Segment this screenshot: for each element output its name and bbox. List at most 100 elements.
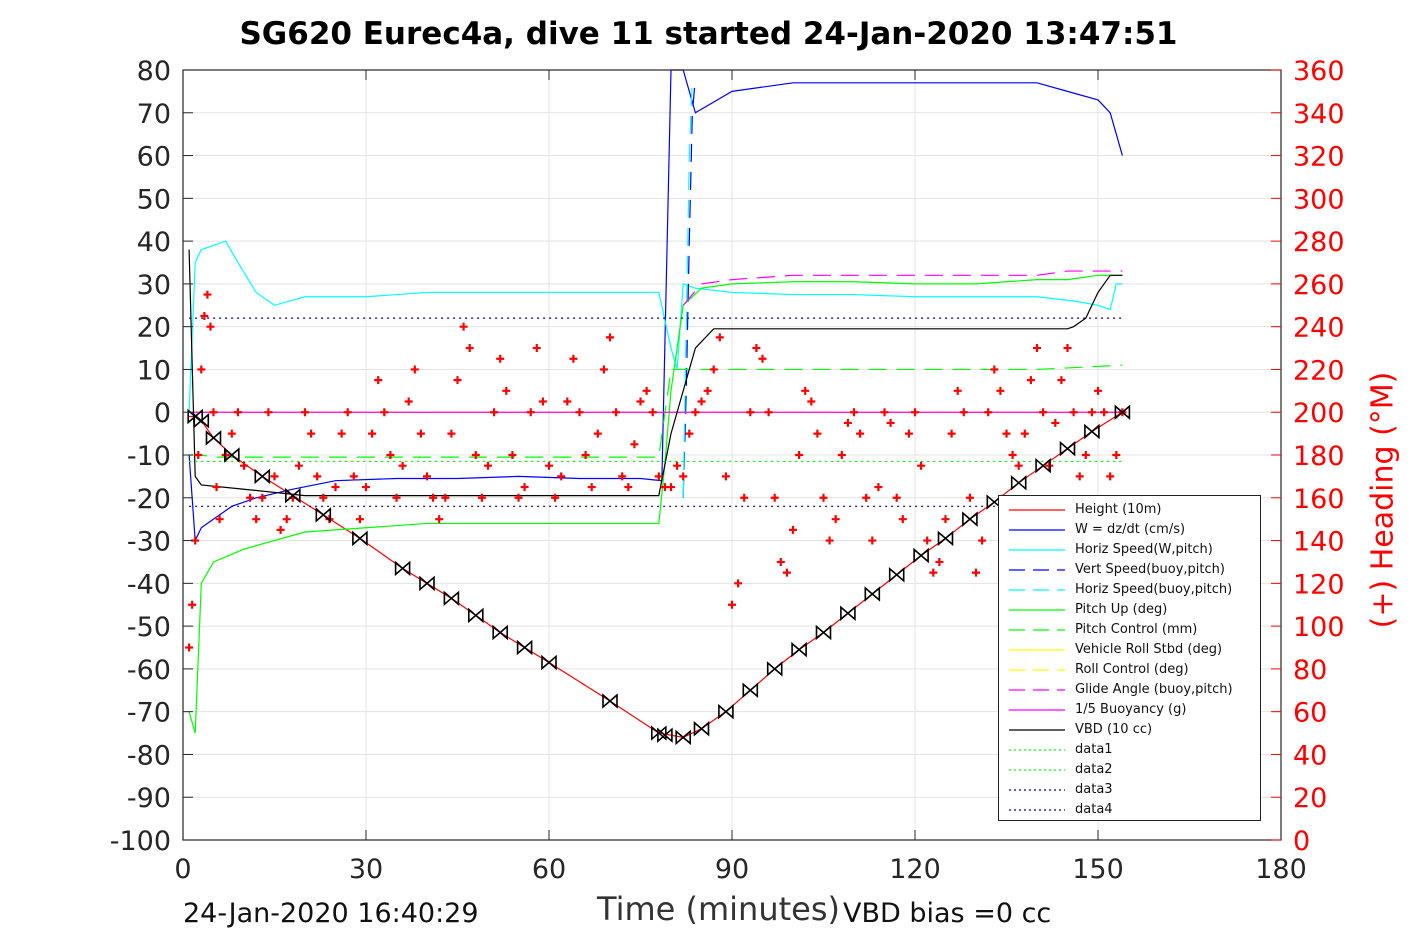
legend-swatch bbox=[1009, 589, 1065, 591]
depth-marker bbox=[1084, 423, 1100, 440]
heading-point bbox=[752, 344, 761, 353]
depth-marker bbox=[492, 624, 508, 641]
heading-point bbox=[892, 493, 901, 502]
legend-swatch bbox=[1009, 729, 1065, 731]
heading-point bbox=[1033, 344, 1041, 353]
heading-point bbox=[1063, 344, 1072, 353]
heading-point bbox=[911, 408, 919, 417]
heading-point bbox=[301, 408, 309, 417]
heading-point bbox=[392, 493, 401, 502]
heading-point bbox=[258, 493, 267, 502]
heading-point bbox=[532, 344, 541, 353]
heading-point bbox=[1106, 472, 1115, 481]
legend-label: Glide Angle (buoy,pitch) bbox=[1075, 682, 1233, 697]
depth-marker bbox=[815, 624, 832, 641]
legend-label: Horiz Speed(W,pitch) bbox=[1075, 542, 1213, 557]
depth-marker bbox=[651, 725, 667, 741]
legend-label: Height (10m) bbox=[1075, 502, 1162, 517]
series-line-2 bbox=[188, 69, 1123, 543]
y-tick-label: 60 bbox=[137, 142, 171, 173]
legend-label: data2 bbox=[1075, 762, 1113, 777]
heading-point bbox=[508, 451, 517, 459]
heading-point bbox=[850, 408, 858, 417]
heading-point bbox=[319, 493, 328, 502]
depth-marker bbox=[693, 721, 710, 737]
legend-swatch bbox=[1009, 549, 1065, 551]
heading-point bbox=[362, 483, 370, 492]
x-tick-label: 180 bbox=[1255, 854, 1307, 885]
heading-point bbox=[398, 461, 407, 470]
legend-item: Vehicle Roll Stbd (deg) bbox=[999, 640, 1260, 660]
x-tick-label: 150 bbox=[1072, 854, 1124, 885]
heading-point bbox=[276, 525, 285, 534]
heading-point bbox=[825, 536, 834, 545]
heading-point bbox=[200, 311, 209, 320]
depth-marker bbox=[315, 507, 332, 523]
heading-point bbox=[728, 600, 736, 609]
y2-tick-label: 80 bbox=[1293, 655, 1327, 686]
depth-marker bbox=[468, 607, 484, 624]
heading-point bbox=[770, 493, 779, 502]
legend-label: Pitch Control (mm) bbox=[1075, 622, 1198, 637]
heading-point bbox=[465, 344, 474, 353]
depth-marker bbox=[675, 729, 691, 746]
heading-point bbox=[599, 365, 608, 374]
legend-item: Height (10m) bbox=[999, 500, 1260, 520]
legend-item: VBD (10 cc) bbox=[999, 720, 1260, 740]
legend-swatch bbox=[1009, 689, 1065, 691]
depth-marker bbox=[718, 703, 734, 720]
heading-point bbox=[856, 429, 865, 438]
depth-marker bbox=[864, 586, 881, 602]
heading-point bbox=[721, 472, 730, 481]
heading-point bbox=[941, 515, 950, 524]
heading-point bbox=[212, 483, 221, 492]
heading-point bbox=[691, 408, 700, 417]
heading-point bbox=[1014, 461, 1023, 470]
y2-tick-label: 360 bbox=[1293, 56, 1345, 87]
y-tick-label: -80 bbox=[127, 740, 171, 771]
heading-point bbox=[764, 408, 773, 417]
x-axis-label: Time (minutes) bbox=[597, 890, 840, 928]
heading-point bbox=[972, 568, 980, 577]
heading-point bbox=[368, 429, 377, 438]
depth-marker bbox=[224, 447, 240, 463]
depth-marker bbox=[602, 693, 618, 709]
legend-item: 1/5 Buoyancy (g) bbox=[999, 700, 1260, 720]
y-tick-label: 0 bbox=[154, 398, 171, 429]
depth-marker bbox=[541, 654, 557, 671]
heading-point bbox=[801, 386, 810, 395]
x-tick-label: 120 bbox=[889, 854, 941, 885]
depth-marker bbox=[516, 639, 533, 656]
heading-point bbox=[355, 515, 364, 524]
legend-swatch bbox=[1009, 569, 1065, 571]
y-tick-label: -40 bbox=[127, 569, 171, 600]
depth-marker bbox=[1010, 475, 1027, 491]
y-tick-label: -10 bbox=[127, 441, 171, 472]
heading-point bbox=[282, 515, 291, 524]
legend-item: data2 bbox=[999, 760, 1260, 780]
y-tick-label: -90 bbox=[127, 783, 171, 814]
heading-point bbox=[618, 472, 627, 481]
heading-point bbox=[386, 451, 395, 459]
x-tick-label: 0 bbox=[174, 854, 191, 885]
y2-tick-label: 60 bbox=[1293, 698, 1327, 729]
heading-point bbox=[453, 376, 462, 385]
heading-point bbox=[965, 493, 974, 502]
depth-marker bbox=[1114, 404, 1131, 420]
heading-point bbox=[416, 429, 425, 438]
heading-point bbox=[703, 386, 712, 395]
series-line-12 bbox=[188, 249, 1123, 497]
depth-marker bbox=[657, 727, 673, 743]
legend-swatch bbox=[1009, 629, 1065, 631]
heading-point bbox=[709, 365, 718, 374]
heading-point bbox=[484, 461, 492, 470]
legend-swatch bbox=[1009, 669, 1065, 671]
heading-point bbox=[194, 451, 203, 459]
heading-point bbox=[410, 365, 419, 374]
heading-point bbox=[459, 322, 468, 331]
heading-point bbox=[520, 483, 529, 492]
heading-point bbox=[868, 536, 877, 545]
heading-point bbox=[471, 451, 480, 459]
y2-tick-label: 300 bbox=[1293, 184, 1345, 215]
y-tick-label: 20 bbox=[137, 313, 171, 344]
